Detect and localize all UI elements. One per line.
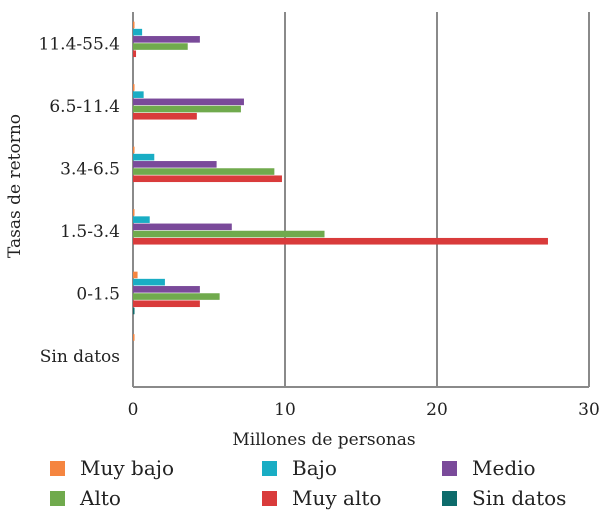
bar-medio (133, 161, 217, 168)
bar-alto (133, 230, 325, 238)
bar-bajo (133, 153, 155, 161)
bar-sin-datos (133, 307, 135, 315)
category-label: Sin datos (40, 347, 120, 367)
bar-alto (133, 105, 241, 113)
bar-alto (133, 43, 188, 50)
category-label: 3.4-6.5 (60, 159, 120, 179)
y-axis-title: Tasas de retorno (5, 114, 25, 258)
bar-muy-bajo (133, 334, 135, 341)
category-label: 11.4-55.4 (39, 34, 120, 54)
bar-muy-alto (133, 50, 137, 58)
bar-bajo (133, 278, 165, 286)
legend-label: Sin datos (472, 486, 566, 510)
bar-muy-bajo (133, 209, 135, 216)
legend-label: Bajo (292, 456, 337, 480)
bar-bajo (133, 91, 144, 98)
bar-medio (133, 36, 200, 43)
bar-muy-bajo (133, 146, 135, 154)
bar-muy-alto (133, 237, 548, 245)
bar-medio (133, 223, 232, 231)
legend-label: Alto (79, 486, 121, 510)
legend-swatch (262, 461, 277, 476)
bar-alto (133, 293, 220, 300)
x-tick-label: 10 (274, 400, 296, 420)
bar-alto (133, 168, 275, 175)
gridlines (132, 12, 590, 388)
bar-muy-alto (133, 112, 197, 120)
x-tick-label: 20 (426, 400, 448, 420)
category-label: 0-1.5 (76, 284, 120, 304)
legend-label: Medio (472, 456, 536, 480)
bar-bajo (133, 28, 143, 36)
bar-muy-alto (133, 300, 200, 308)
x-axis-title: Millones de personas (232, 430, 415, 450)
category-label: 1.5-3.4 (60, 222, 120, 242)
category-labels: 11.4-55.4 6.5-11.4 3.4-6.5 1.5-3.4 0-1.5 Sin … (39, 34, 120, 367)
legend-swatch (50, 491, 65, 506)
bars (133, 21, 548, 341)
bar-medio (133, 98, 244, 106)
bar-muy-bajo (133, 84, 135, 91)
bar-muy-alto (133, 175, 282, 183)
x-tick-labels: 0 10 20 30 (128, 400, 599, 420)
legend-label: Muy bajo (80, 456, 174, 480)
x-tick-label: 30 (578, 400, 599, 420)
bar-bajo (133, 216, 150, 223)
legend-label: Muy alto (292, 486, 381, 510)
category-label: 6.5-11.4 (49, 97, 120, 117)
bar-muy-bajo (133, 21, 135, 29)
legend-swatch (442, 461, 457, 476)
bar-muy-bajo (133, 271, 138, 279)
x-tick-label: 0 (128, 400, 139, 420)
legend-swatch (442, 491, 457, 506)
bar-medio (133, 286, 200, 293)
legend-swatch (50, 461, 65, 476)
legend-swatch (262, 491, 277, 506)
legend: Muy bajo Bajo Medio Alto Muy alto Sin datos (50, 456, 566, 510)
